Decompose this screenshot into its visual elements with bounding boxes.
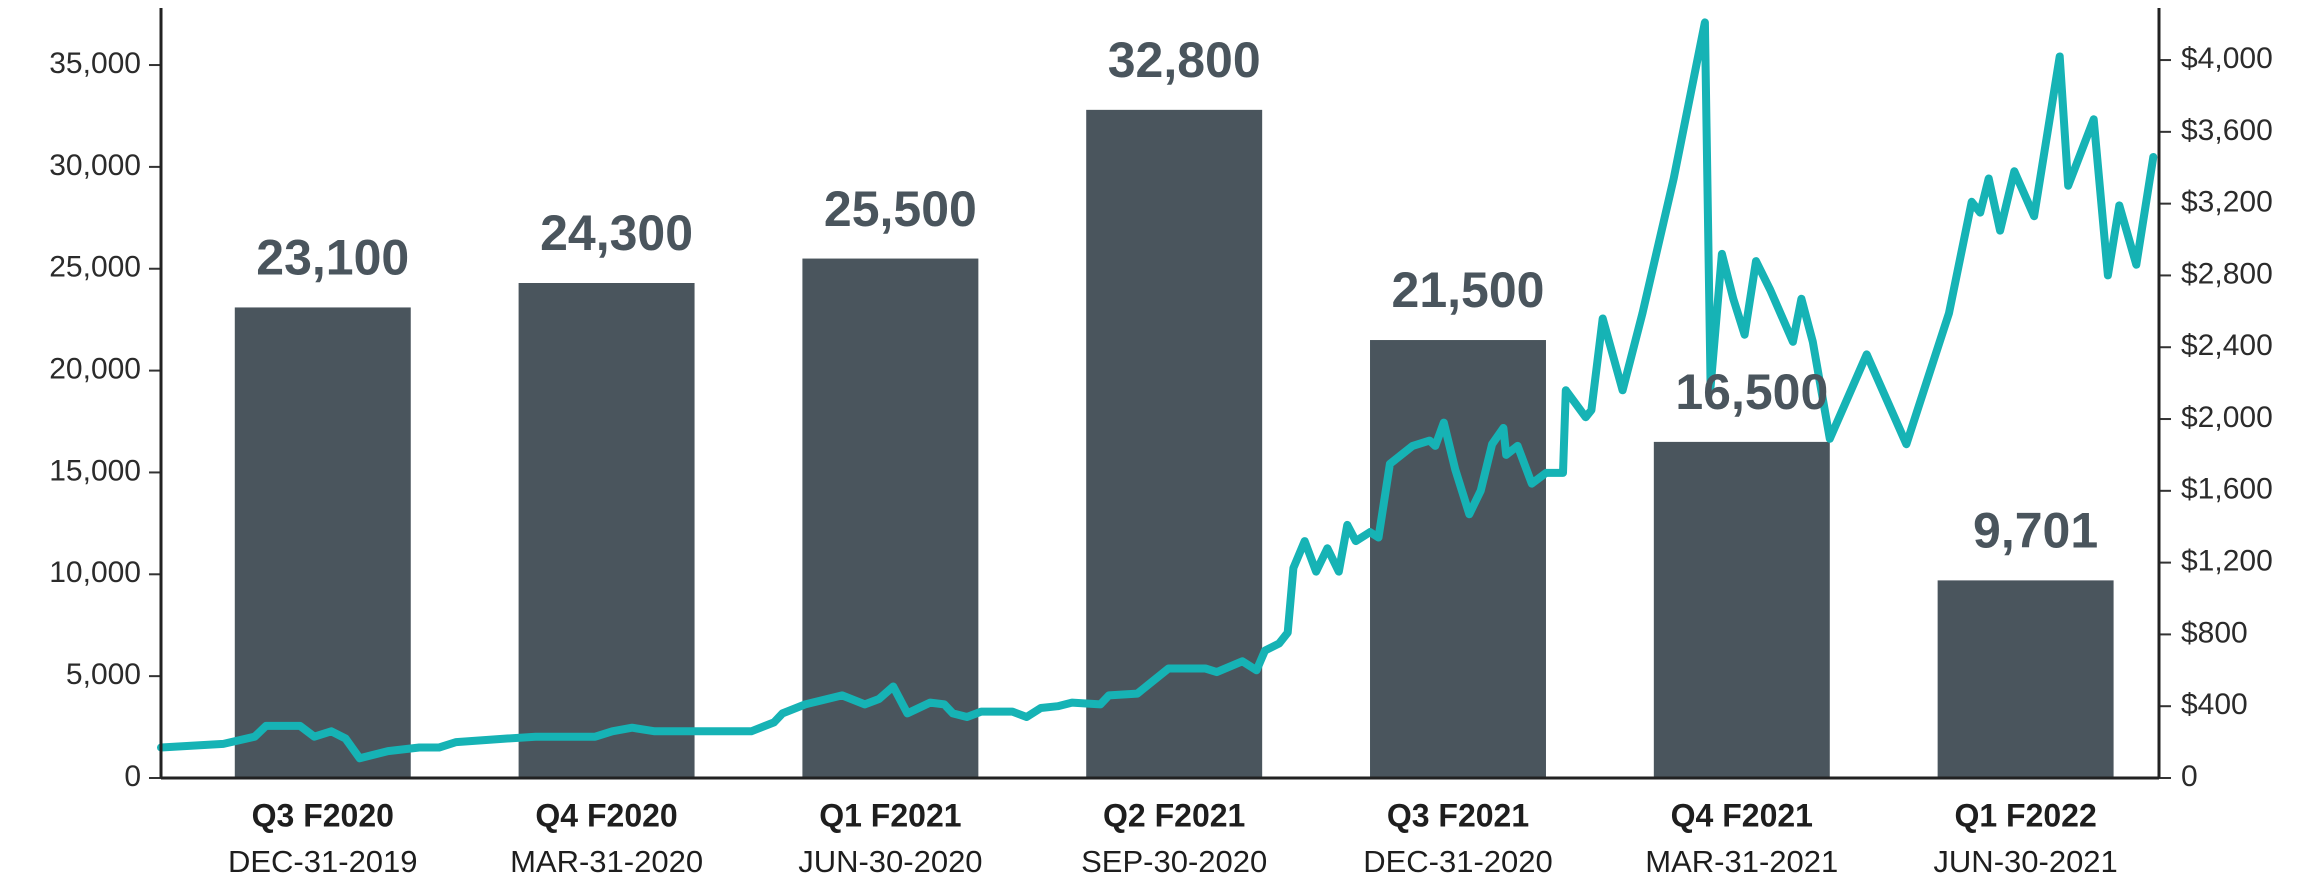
x-tick-label: Q3 F2020 [252, 797, 394, 833]
y2-tick-label: $2,000 [2181, 401, 2273, 434]
bar [1653, 441, 1830, 778]
y-tick-label: 5,000 [66, 658, 141, 691]
y2-tick-label: $800 [2181, 616, 2248, 649]
y-tick-label: 35,000 [49, 47, 141, 80]
x-tick-date: JUN-30-2021 [1933, 844, 2117, 879]
x-tick-label: Q1 F2021 [819, 797, 961, 833]
bar [234, 307, 411, 778]
x-tick-date: JUN-30-2020 [798, 844, 982, 879]
value-label: 24,300 [540, 205, 693, 261]
x-tick-date: MAR-31-2020 [510, 844, 703, 879]
x-tick-label: Q4 F2020 [535, 797, 677, 833]
y2-tick-label: $1,200 [2181, 545, 2273, 578]
y-tick-label: 25,000 [49, 251, 141, 284]
value-label: 32,800 [1108, 32, 1261, 88]
x-tick-date: MAR-31-2021 [1645, 844, 1838, 879]
y-tick-label: 10,000 [49, 556, 141, 589]
value-label: 25,500 [824, 181, 977, 237]
y2-tick-label: $3,200 [2181, 186, 2273, 219]
value-label: 9,701 [1973, 503, 2098, 559]
y2-tick-label: $1,600 [2181, 473, 2273, 506]
y-tick-label: 15,000 [49, 454, 141, 487]
x-tick-date: DEC-31-2019 [228, 844, 418, 879]
bar [1086, 109, 1263, 778]
y2-tick-label: $2,400 [2181, 329, 2273, 362]
x-tick-label: Q1 F2022 [1954, 797, 2096, 833]
value-label: 21,500 [1392, 262, 1545, 318]
y2-tick-label: $3,600 [2181, 114, 2273, 147]
bar [1370, 340, 1546, 778]
y2-tick-label: $400 [2181, 688, 2248, 721]
x-tick-label: Q4 F2021 [1671, 797, 1813, 833]
x-tick-date: DEC-31-2020 [1363, 844, 1553, 879]
value-label: 16,500 [1675, 364, 1828, 420]
value-label: 23,100 [256, 230, 409, 286]
y2-tick-label: 0 [2181, 760, 2198, 793]
y-tick-label: 20,000 [49, 353, 141, 386]
x-tick-date: SEP-30-2020 [1081, 844, 1267, 879]
y2-tick-label: $2,800 [2181, 257, 2273, 290]
bar [1937, 580, 2114, 778]
price-line [157, 18, 2158, 763]
y-tick-label: 30,000 [49, 149, 141, 182]
x-tick-label: Q2 F2021 [1103, 797, 1245, 833]
x-tick-label: Q3 F2021 [1387, 797, 1529, 833]
y2-tick-label: $4,000 [2181, 42, 2273, 75]
bar [518, 283, 695, 778]
y-tick-label: 0 [124, 760, 141, 793]
